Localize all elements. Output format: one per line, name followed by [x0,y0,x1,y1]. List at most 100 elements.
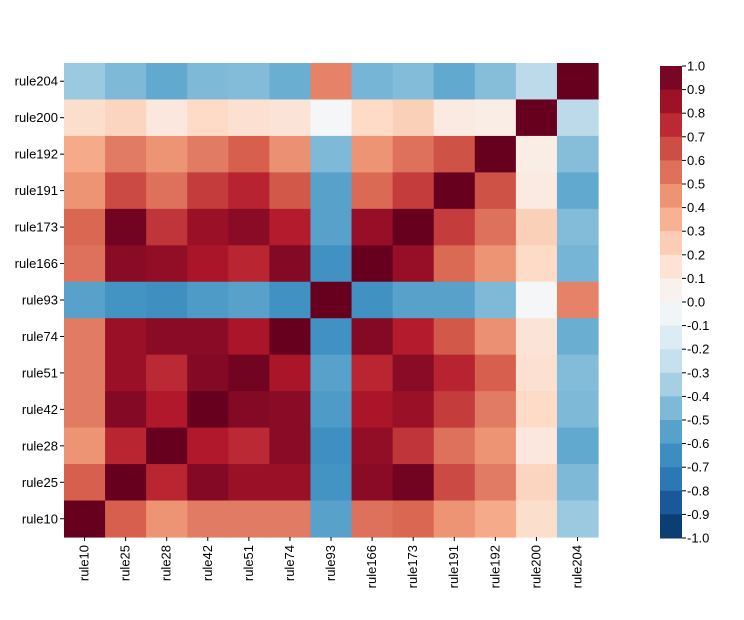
heatmap-cell-rule51-rule191 [433,354,476,392]
heatmap-cell-rule28-rule192 [474,427,517,465]
heatmap-cell-rule93-rule192 [474,281,517,319]
colorbar [660,66,682,539]
y-tick-label: rule28 [22,438,58,453]
colorbar-step [660,113,682,138]
heatmap-cell-rule173-rule74 [269,208,312,246]
heatmap-cell-rule200-rule28 [146,99,188,137]
heatmap-cell-rule25-rule204 [556,464,599,502]
heatmap-cell-rule192-rule192 [474,135,517,173]
heatmap-cell-rule74-rule173 [392,318,435,356]
colorbar-tick-label: 0.1 [687,271,705,286]
heatmap-cell-rule10-rule51 [228,500,270,538]
heatmap-cell-rule204-rule192 [474,63,517,101]
x-tick-label: rule191 [446,545,461,588]
heatmap-cell-rule28-rule204 [556,427,599,465]
heatmap-cell-rule42-rule74 [269,391,312,429]
heatmap-cell-rule200-rule74 [269,99,312,137]
x-tick-label: rule10 [77,545,92,581]
heatmap-cell-rule42-rule200 [515,391,558,429]
colorbar-step [660,254,682,279]
heatmap-cell-rule93-rule25 [105,281,147,319]
heatmap-cell-rule200-rule173 [392,99,435,137]
heatmap-cell-rule93-rule93 [310,281,353,319]
heatmap-cell-rule173-rule42 [187,208,229,246]
heatmap-cell-rule166-rule166 [351,245,394,283]
x-tick-label: rule28 [159,545,174,581]
x-axis-tick-labels: rule10 rule25 rule28 rule42 rule51 rule74 rule… [77,536,585,588]
heatmap-cell-rule93-rule28 [146,281,188,319]
heatmap-cell-rule93-rule191 [433,281,476,319]
heatmap-cell-rule74-rule93 [310,318,353,356]
heatmap-cell-rule93-rule42 [187,281,229,319]
heatmap-cell-rule28-rule10 [64,427,106,465]
x-tick-label: rule25 [118,545,133,581]
x-tick-label: rule93 [323,545,338,581]
heatmap-cell-rule42-rule192 [474,391,517,429]
heatmap-cell-rule28-rule74 [269,427,312,465]
colorbar-tick-label: 0.2 [687,247,705,262]
colorbar-tick-label: 0.6 [687,153,705,168]
heatmap-cell-rule200-rule191 [433,99,476,137]
heatmap-cell-rule51-rule74 [269,354,312,392]
heatmap-cell-rule204-rule204 [556,63,599,101]
y-tick-label: rule42 [22,402,58,417]
heatmap-cell-rule166-rule42 [187,245,229,283]
colorbar-tick-label: 0.9 [687,82,705,97]
colorbar-tick-label: -1.0 [687,531,709,546]
heatmap-cell-rule51-rule200 [515,354,558,392]
heatmap-cell-rule192-rule93 [310,135,353,173]
heatmap-cell-rule173-rule10 [64,208,106,246]
heatmap-cell-rule192-rule74 [269,135,312,173]
heatmap-cell-rule25-rule42 [187,464,229,502]
heatmap-cell-rule200-rule166 [351,99,394,137]
heatmap-cell-rule10-rule28 [146,500,188,538]
y-tick-label: rule25 [22,475,58,490]
heatmap-cell-rule93-rule10 [64,281,106,319]
heatmap-cell-rule51-rule51 [228,354,270,392]
heatmap-cell-rule93-rule173 [392,281,435,319]
y-tick-label: rule191 [15,183,58,198]
colorbar-step [660,443,682,468]
heatmap-cell-rule42-rule191 [433,391,476,429]
heatmap-cell-rule74-rule191 [433,318,476,356]
heatmap-cell-rule166-rule204 [556,245,599,283]
heatmap-cell-rule25-rule74 [269,464,312,502]
heatmap-cell-rule51-rule204 [556,354,599,392]
heatmap-cell-rule25-rule173 [392,464,435,502]
heatmap-cell-rule51-rule42 [187,354,229,392]
heatmap-cell-rule192-rule51 [228,135,270,173]
colorbar-tick-label: -0.5 [687,413,709,428]
colorbar-step [660,467,682,492]
y-tick-label: rule10 [22,511,58,526]
heatmap-cell-rule191-rule51 [228,172,270,210]
colorbar-step [660,136,682,161]
colorbar-step [660,349,682,374]
heatmap-cell-rule204-rule166 [351,63,394,101]
heatmap-cell-rule192-rule42 [187,135,229,173]
heatmap-cell-rule191-rule204 [556,172,599,210]
heatmap-cell-rule173-rule192 [474,208,517,246]
heatmap-cell-rule166-rule10 [64,245,106,283]
colorbar-step [660,396,682,421]
colorbar-step [660,160,682,185]
x-tick-label: rule166 [364,545,379,588]
heatmap-cell-rule10-rule200 [515,500,558,538]
heatmap-cell-rule191-rule173 [392,172,435,210]
heatmap-cell-rule10-rule93 [310,500,353,538]
colorbar-step [660,514,682,539]
heatmap-cell-rule74-rule166 [351,318,394,356]
x-tick-label: rule42 [200,545,215,581]
heatmap-cell-rule166-rule74 [269,245,312,283]
heatmap-cell-rule10-rule42 [187,500,229,538]
y-tick-label: rule200 [15,110,58,125]
heatmap-cell-rule42-rule166 [351,391,394,429]
colorbar-tick-labels: 1.0 0.9 0.8 0.7 0.6 0.5 0.4 0.3 0.2 0.1 0.0 -0.1 -0.… [682,59,709,546]
heatmap-cell-rule51-rule93 [310,354,353,392]
heatmap-cell-rule42-rule10 [64,391,106,429]
colorbar-tick-label: 0.8 [687,106,705,121]
x-tick-label: rule204 [570,545,585,588]
x-tick-label: rule200 [528,545,543,588]
heatmap-cell-rule51-rule173 [392,354,435,392]
heatmap-cell-rule192-rule25 [105,135,147,173]
